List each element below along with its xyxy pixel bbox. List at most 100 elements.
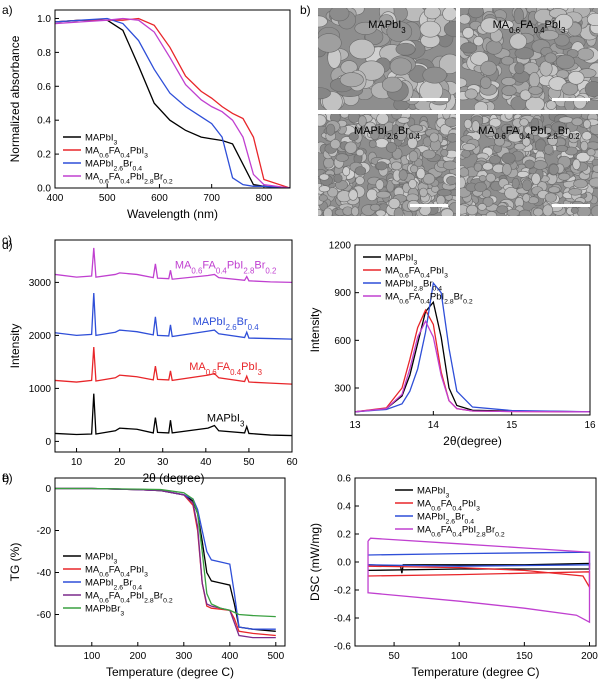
legend-label: MAPbI2.6Br0.4 — [85, 159, 142, 173]
grain — [584, 80, 598, 97]
grain — [539, 60, 553, 77]
x-tick-label: 800 — [256, 193, 273, 204]
grain — [568, 133, 579, 144]
x-tick-label: 150 — [516, 651, 533, 662]
grain — [344, 141, 358, 154]
scale-bar — [410, 204, 448, 207]
grain — [364, 121, 376, 132]
grain — [501, 123, 513, 134]
grain — [561, 82, 579, 96]
grain — [524, 159, 535, 169]
legend-label: MAPbI2.8Br0.4 — [385, 279, 442, 293]
grain — [473, 101, 489, 110]
grain — [340, 114, 350, 119]
grain — [395, 42, 416, 56]
legend-label: MAPbI2.6Br0.4 — [193, 316, 260, 332]
y-tick-label: 0.0 — [37, 184, 51, 195]
y-tick-label: 0.4 — [37, 116, 51, 127]
grain — [571, 117, 584, 126]
grain — [390, 161, 402, 171]
panel-label: c) — [2, 233, 12, 247]
x-axis-label: Temperature (degree C) — [411, 665, 539, 679]
sem-image — [460, 114, 598, 216]
grain — [398, 169, 408, 181]
grain — [576, 47, 595, 61]
grain — [522, 137, 531, 147]
grain — [388, 198, 401, 210]
grain — [592, 164, 598, 173]
y-tick-label: 0.6 — [337, 474, 351, 485]
grain — [470, 51, 489, 66]
grain — [501, 77, 517, 86]
grain — [507, 132, 523, 143]
grain — [335, 153, 349, 162]
legend-label: MAPbI3 — [85, 133, 118, 147]
y-axis-label: Normalized absorbance — [8, 35, 22, 162]
grain — [354, 166, 367, 176]
legend-label: MA0.6FA0.4PbI2.8Br0.2 — [85, 591, 173, 605]
sem-image — [460, 8, 598, 110]
grain — [501, 152, 516, 164]
y-tick-label: -0.4 — [334, 614, 352, 625]
grain — [485, 173, 496, 183]
grain — [318, 114, 327, 127]
grain — [397, 116, 410, 124]
grain — [440, 149, 449, 157]
grain — [385, 142, 397, 153]
x-tick-label: 60 — [286, 457, 298, 468]
sem-label: MAPbI2.6Br0.4 — [354, 125, 421, 141]
panel-label: d) — [2, 238, 13, 252]
grain — [528, 72, 540, 88]
grain — [588, 177, 598, 188]
series-line — [355, 281, 590, 413]
sem-label: MAPbI3 — [368, 19, 406, 35]
sem-label: MA0.6FA0.4PbI2.8Br0.2 — [478, 125, 579, 141]
grain — [329, 8, 350, 22]
panel-label: e) — [2, 471, 13, 485]
series-line — [367, 537, 591, 624]
y-axis-label: Intensity — [308, 308, 322, 353]
grain — [446, 132, 456, 143]
grain — [419, 187, 428, 198]
grain — [474, 181, 487, 193]
y-tick-label: -60 — [37, 610, 52, 621]
grain — [586, 148, 596, 157]
grain — [444, 117, 456, 128]
grain — [589, 124, 598, 135]
grain — [558, 172, 571, 181]
x-axis-label: Temperature (degree C) — [106, 665, 234, 679]
grain — [422, 149, 436, 160]
x-tick-label: 50 — [243, 457, 255, 468]
x-tick-label: 50 — [389, 651, 401, 662]
y-tick-label: -0.2 — [334, 586, 352, 597]
grain — [477, 203, 487, 211]
y-axis-label: DSC (mW/mg) — [308, 523, 322, 601]
grain — [573, 95, 587, 110]
grain — [440, 208, 454, 216]
grain — [386, 21, 413, 42]
x-tick-label: 30 — [157, 457, 169, 468]
grain — [366, 188, 378, 201]
series-line — [55, 347, 292, 385]
grain — [416, 167, 426, 180]
grain — [436, 195, 446, 206]
grain — [327, 187, 339, 198]
panel-label: a) — [2, 3, 13, 17]
panel-label: b) — [300, 3, 311, 17]
scale-bar — [410, 98, 448, 101]
legend-label: MA0.6FA0.4PbI2.8Br0.2 — [385, 292, 473, 306]
grain — [348, 189, 358, 201]
grain — [554, 34, 570, 47]
x-tick-label: 15 — [506, 420, 518, 431]
grain — [376, 114, 389, 125]
x-tick-label: 400 — [47, 193, 64, 204]
grain — [543, 144, 554, 155]
grain — [462, 27, 475, 39]
y-tick-label: -20 — [37, 526, 52, 537]
grain — [482, 162, 494, 171]
grain — [443, 20, 456, 38]
grain — [466, 204, 479, 216]
series-line — [55, 393, 292, 437]
series-line — [55, 292, 292, 340]
